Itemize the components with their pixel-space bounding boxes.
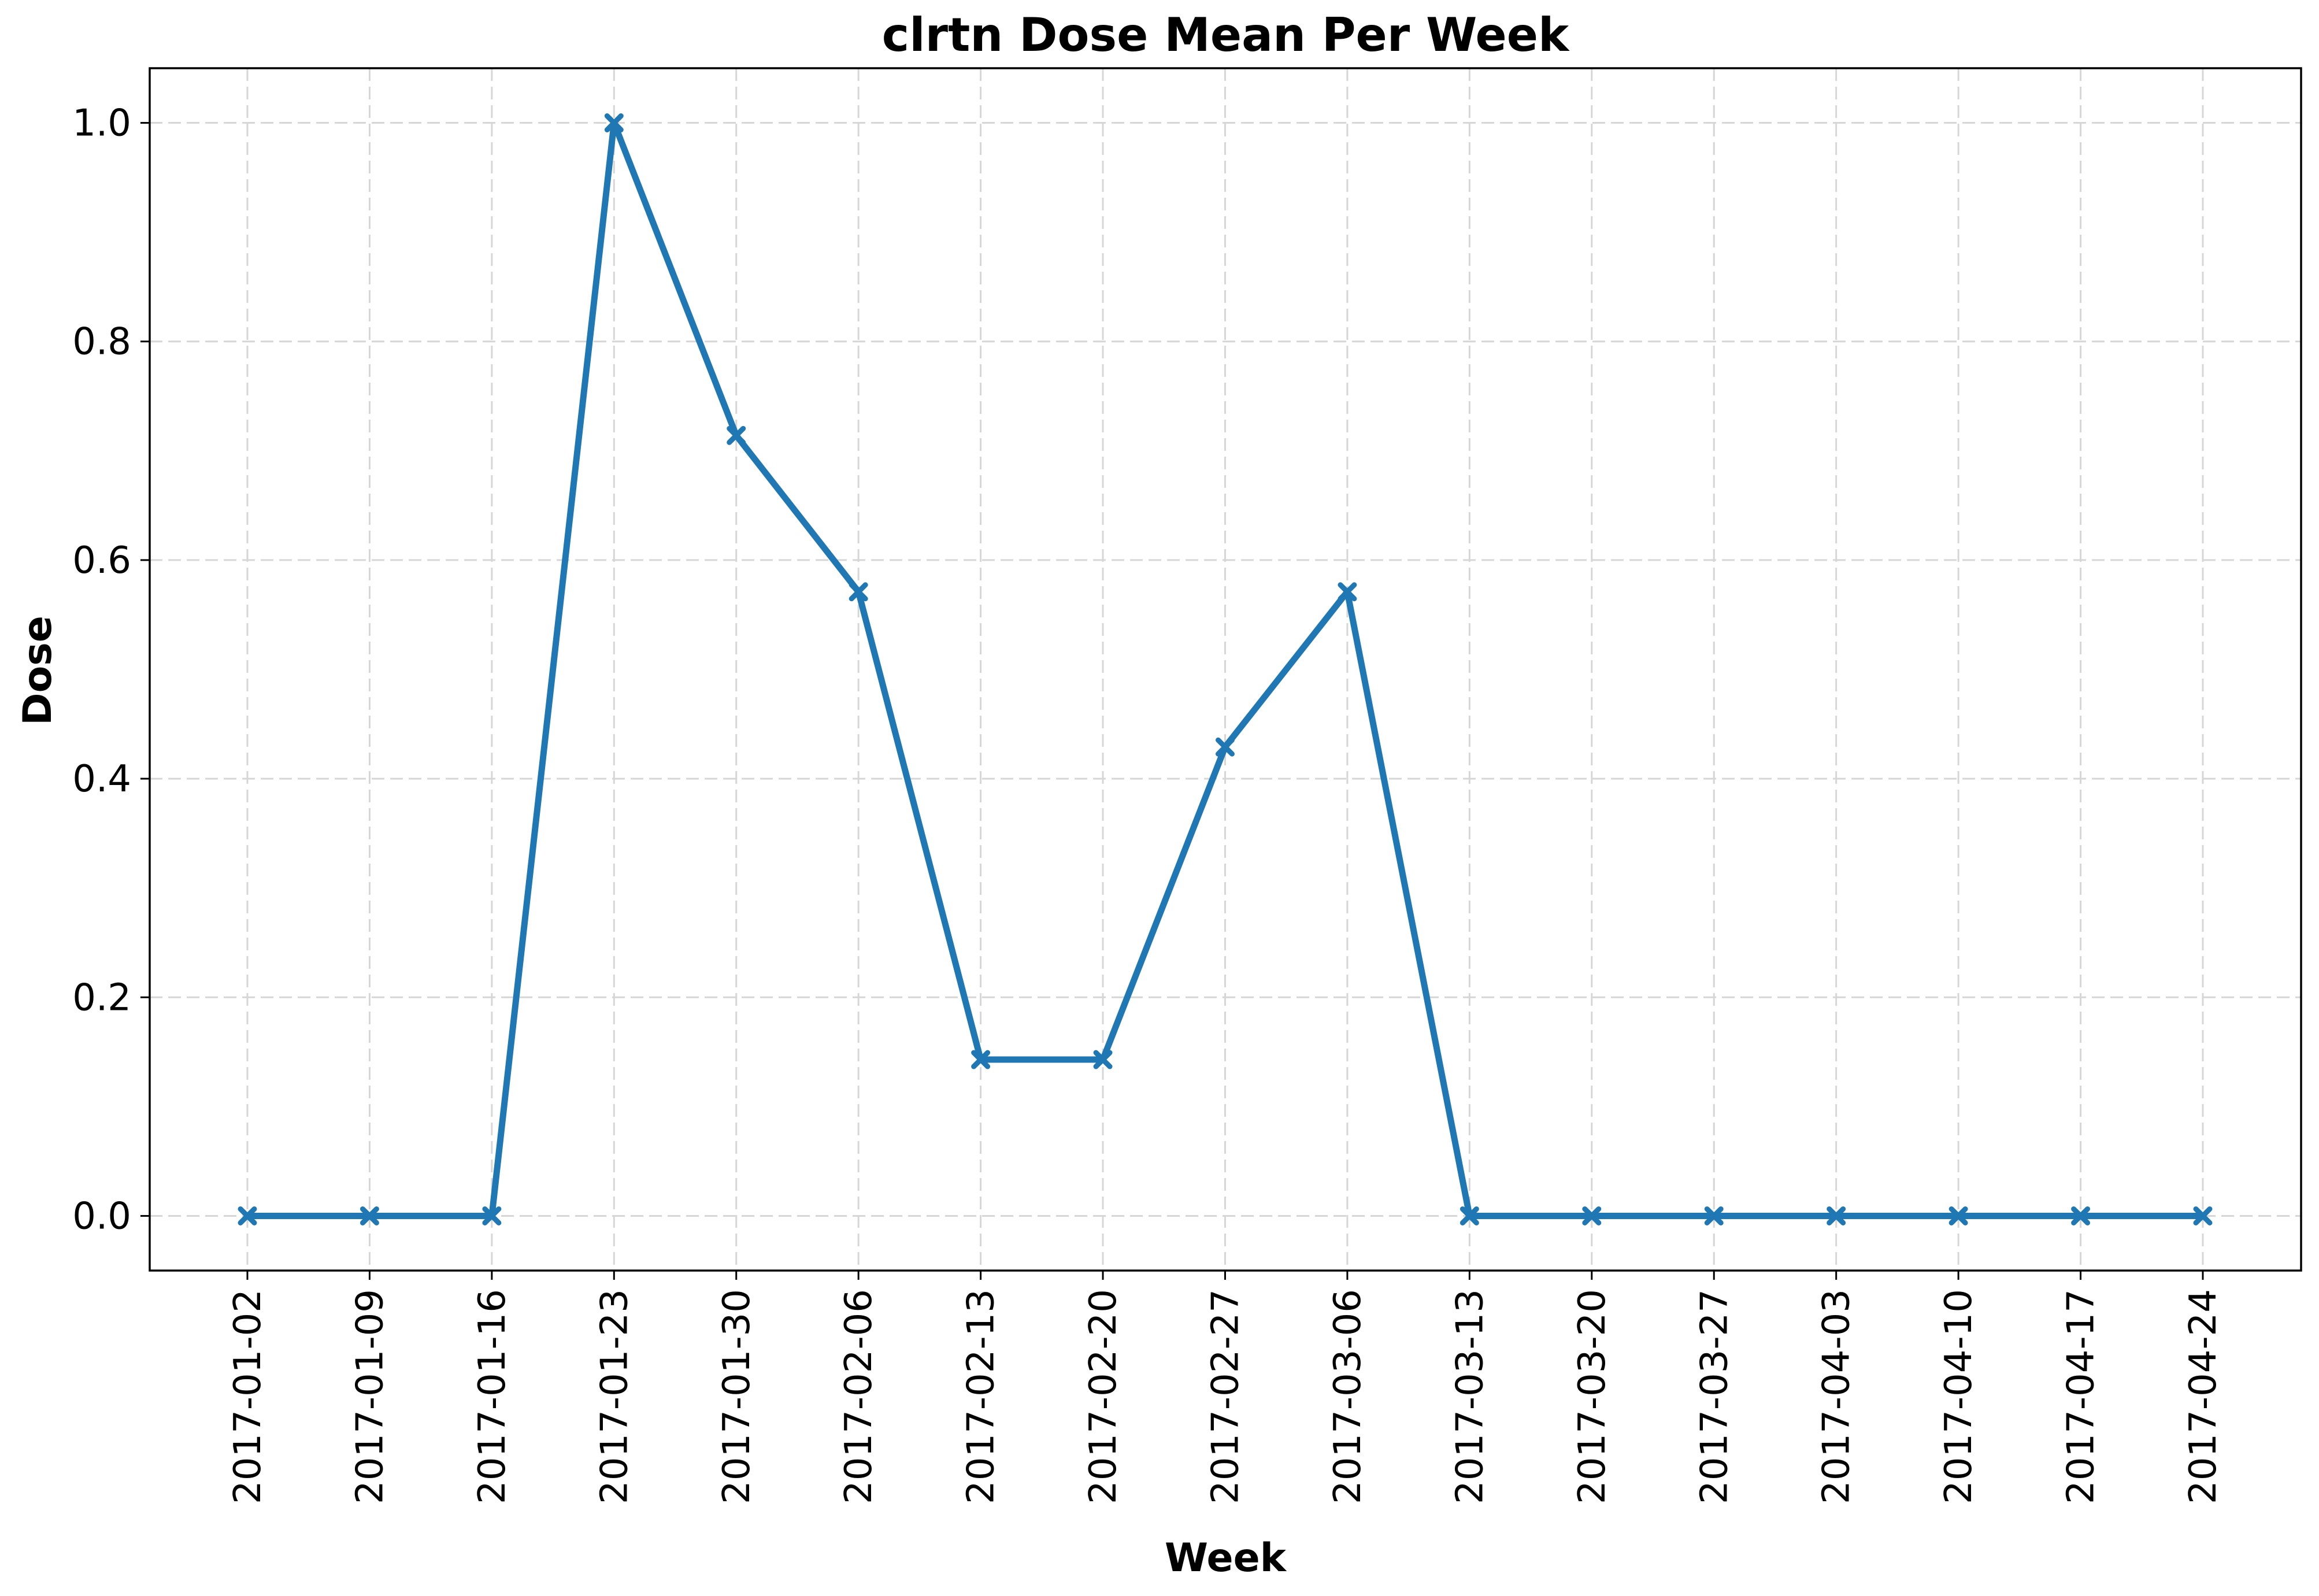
data-point-marker [238,1206,257,1225]
data-point-marker [482,1206,502,1225]
data-point-marker [604,113,624,133]
data-point-marker [1216,737,1235,757]
y-tick-label: 0.4 [72,758,131,801]
x-tick-label: 2017-04-10 [1938,1289,1980,1504]
data-point-marker [849,582,868,602]
data-point-marker [2071,1206,2091,1225]
x-tick-label: 2017-02-13 [960,1289,1003,1504]
data-point-marker [971,1050,991,1069]
x-tick-label: 2017-04-03 [1816,1289,1858,1504]
data-point-marker [1582,1206,1602,1225]
x-tick-label: 2017-04-24 [2182,1289,2225,1504]
x-tick-label: 2017-01-09 [349,1289,391,1504]
x-tick-label: 2017-03-27 [1693,1289,1736,1504]
x-tick-label: 2017-02-20 [1082,1289,1125,1504]
data-point-marker [727,425,746,445]
y-tick-label: 0.2 [72,976,131,1019]
data-point-marker [360,1206,379,1225]
x-axis-title: Week [1165,1535,1287,1581]
data-point-marker [1459,1206,1479,1225]
x-tick-label: 2017-01-02 [227,1289,269,1504]
x-tick-label: 2017-03-06 [1327,1289,1369,1504]
x-tick-label: 2017-04-17 [2060,1289,2103,1504]
data-point-marker [1704,1206,1724,1225]
data-point-marker [1093,1050,1113,1069]
x-tick-label: 2017-03-20 [1571,1289,1614,1504]
grid [150,68,2301,1271]
x-tick-label: 2017-01-16 [471,1289,514,1504]
data-point-marker [1827,1206,1846,1225]
axis-ticks: 2017-01-02 2017-01-09 2017-01-16 2017-01-23… [72,102,2225,1504]
y-tick-label: 1.0 [72,102,131,145]
data-point-marker [2193,1206,2213,1225]
x-tick-label: 2017-01-23 [593,1289,636,1504]
x-tick-label: 2017-02-27 [1205,1289,1247,1504]
series-layer [238,113,2213,1225]
y-tick-label: 0.8 [72,321,131,364]
x-tick-label: 2017-02-06 [838,1289,880,1504]
data-point-marker [1338,582,1357,602]
data-point-marker [1948,1206,1968,1225]
x-tick-label: 2017-01-30 [716,1289,758,1504]
x-tick-label: 2017-03-13 [1449,1289,1491,1504]
y-tick-label: 0.6 [72,539,131,582]
chart-title: clrtn Dose Mean Per Week [882,8,1570,62]
y-axis-title: Dose [15,616,61,725]
y-tick-label: 0.0 [72,1195,131,1238]
